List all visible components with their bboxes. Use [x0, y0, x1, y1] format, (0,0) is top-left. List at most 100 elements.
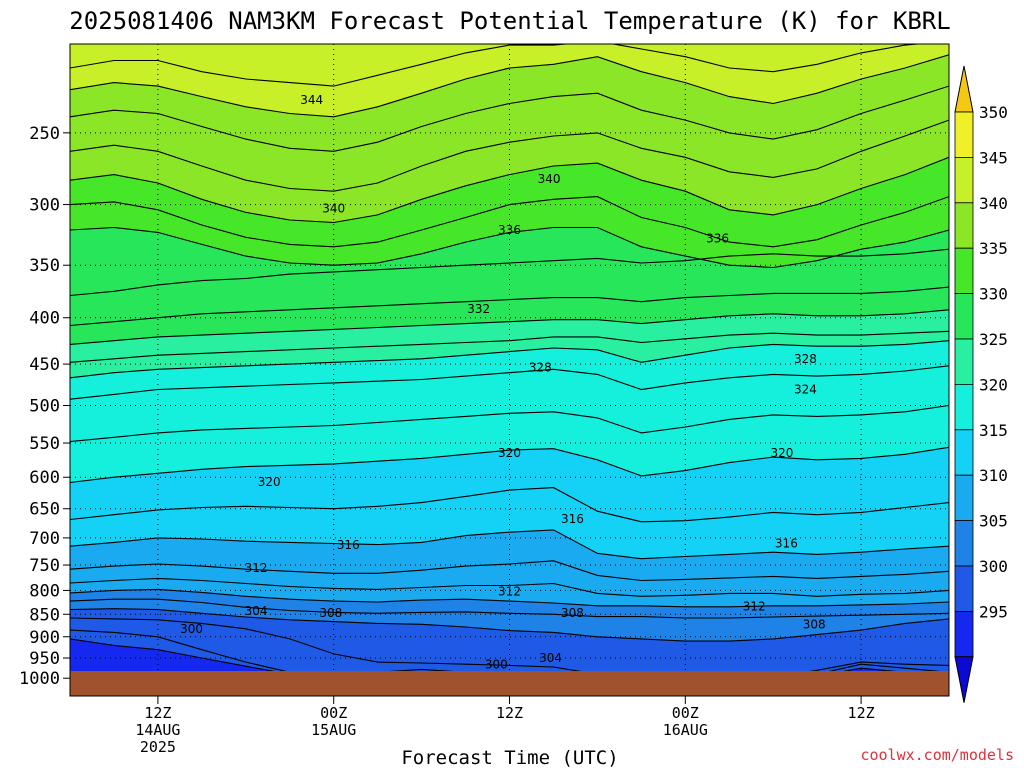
contour-label-312: 312 [245, 561, 268, 575]
colorbar-swatch [954, 111, 974, 158]
contour-label-316: 316 [337, 538, 360, 552]
colorbar-swatch [954, 520, 974, 567]
y-tick-label-400: 400 [29, 309, 60, 329]
colorbar-label-335: 335 [979, 239, 1008, 258]
isentrope-330 [70, 309, 949, 345]
contour-label-308: 308 [561, 606, 584, 620]
x-tick-label: 00Z [672, 704, 699, 722]
contour-label-320: 320 [258, 475, 281, 489]
colorbar-label-330: 330 [979, 285, 1008, 304]
isentrope-318 [70, 487, 949, 523]
colorbar-swatch [954, 565, 974, 612]
y-tick-label-250: 250 [29, 124, 60, 144]
isentrope-338 [70, 196, 949, 248]
isentrope-328 [70, 330, 949, 363]
colorbar-top-arrow [954, 65, 974, 113]
colorbar-swatch [954, 611, 974, 658]
contour-label-304: 304 [539, 651, 562, 665]
isentrope-334 [70, 248, 949, 297]
isentrope-320 [70, 446, 949, 484]
isentrope-314 [70, 560, 949, 582]
contour-label-308: 308 [319, 606, 342, 620]
y-tick-label-600: 600 [29, 468, 60, 488]
colorbar-swatch [954, 247, 974, 294]
colorbar-label-340: 340 [979, 194, 1008, 213]
contour-label-340: 340 [538, 172, 561, 186]
x-tick-label: 15AUG [311, 721, 356, 739]
isentrope-340 [70, 156, 949, 224]
contour-label-304: 304 [245, 604, 268, 618]
contour-label-332: 332 [467, 302, 490, 316]
y-tick-label-850: 850 [29, 605, 60, 625]
isentrope-332 [70, 286, 949, 327]
contour-label-336: 336 [498, 223, 521, 237]
y-tick-label-1000: 1000 [19, 669, 60, 689]
colorbar: 295 300 305 310 315 320 325 330 335 340 345 350 [954, 65, 1008, 703]
x-tick-label: 2025 [140, 738, 176, 756]
x-axis-label: Forecast Time (UTC) [401, 747, 618, 768]
y-tick-label-550: 550 [29, 434, 60, 454]
watermark: coolwx.com/models [860, 746, 1014, 764]
colorbar-label-315: 315 [979, 421, 1008, 440]
contour-label-320: 320 [771, 446, 794, 460]
contour-label-344: 344 [300, 93, 323, 107]
contour-label-336: 336 [706, 231, 729, 245]
isentrope-316 [70, 529, 949, 560]
contour-label-308: 308 [803, 617, 826, 631]
y-tick-label-800: 800 [29, 581, 60, 601]
isentrope-336 [70, 226, 949, 269]
y-tick-label-750: 750 [29, 556, 60, 576]
colorbar-label-305: 305 [979, 512, 1008, 531]
isentrope-324 [70, 365, 949, 400]
contour-label-316: 316 [561, 512, 584, 526]
colorbar-swatch [954, 383, 974, 431]
contour-label-324: 324 [794, 382, 817, 396]
isentrope-342 [70, 119, 949, 192]
pressure-axis: 250 300 350 400 450 500 550 600 650 700 750 800 850 9… [19, 124, 70, 689]
contour-label-340: 340 [322, 201, 345, 215]
colorbar-swatch [954, 156, 974, 204]
y-tick-label-950: 950 [29, 649, 60, 669]
isentrope-346 [70, 54, 949, 118]
gridlines [70, 44, 949, 696]
isentrope-310 [70, 588, 949, 608]
chart-title: 2025081406 NAM3KM Forecast Potential Tem… [69, 7, 950, 35]
y-tick-label-350: 350 [29, 256, 60, 276]
isentrope-348 [70, 44, 924, 87]
colorbar-swatch [954, 338, 974, 385]
colorbar-swatch [954, 474, 974, 522]
contour-label-300: 300 [485, 658, 508, 672]
colorbar-bottom-arrow [954, 656, 974, 703]
y-tick-label-300: 300 [29, 196, 60, 216]
colorbar-label-295: 295 [979, 602, 1008, 621]
band-348 [70, 44, 949, 87]
colorbar-label-350: 350 [979, 103, 1008, 122]
colorbar-swatch [954, 202, 974, 249]
contour-label-312: 312 [743, 599, 766, 613]
x-tick-label: 12Z [848, 704, 875, 722]
isentrope-312 [70, 577, 949, 597]
colorbar-swatch [954, 429, 974, 476]
contour-label-328: 328 [794, 352, 817, 366]
colorbar-label-320: 320 [979, 375, 1008, 394]
colorbar-label-325: 325 [979, 330, 1008, 349]
y-tick-label-900: 900 [29, 628, 60, 648]
colorbar-label-300: 300 [979, 557, 1008, 576]
contour-label-328: 328 [529, 361, 552, 375]
contour-label-320: 320 [498, 446, 521, 460]
x-tick-label: 14AUG [135, 721, 180, 739]
y-tick-label-650: 650 [29, 500, 60, 520]
contour-label-312: 312 [498, 584, 521, 598]
colorbar-label-310: 310 [979, 466, 1008, 485]
x-tick-label: 00Z [320, 704, 347, 722]
y-tick-label-500: 500 [29, 397, 60, 417]
isentrope-326 [70, 340, 949, 379]
isentrope-308 [70, 598, 949, 619]
theta-filled-bands [70, 44, 949, 696]
contour-labels: 344 340 340 336 336 332 328 328 324 320 320 320 316 3… [180, 93, 826, 672]
colorbar-label-345: 345 [979, 148, 1008, 167]
y-tick-label-450: 450 [29, 355, 60, 375]
x-tick-label: 12Z [144, 704, 171, 722]
